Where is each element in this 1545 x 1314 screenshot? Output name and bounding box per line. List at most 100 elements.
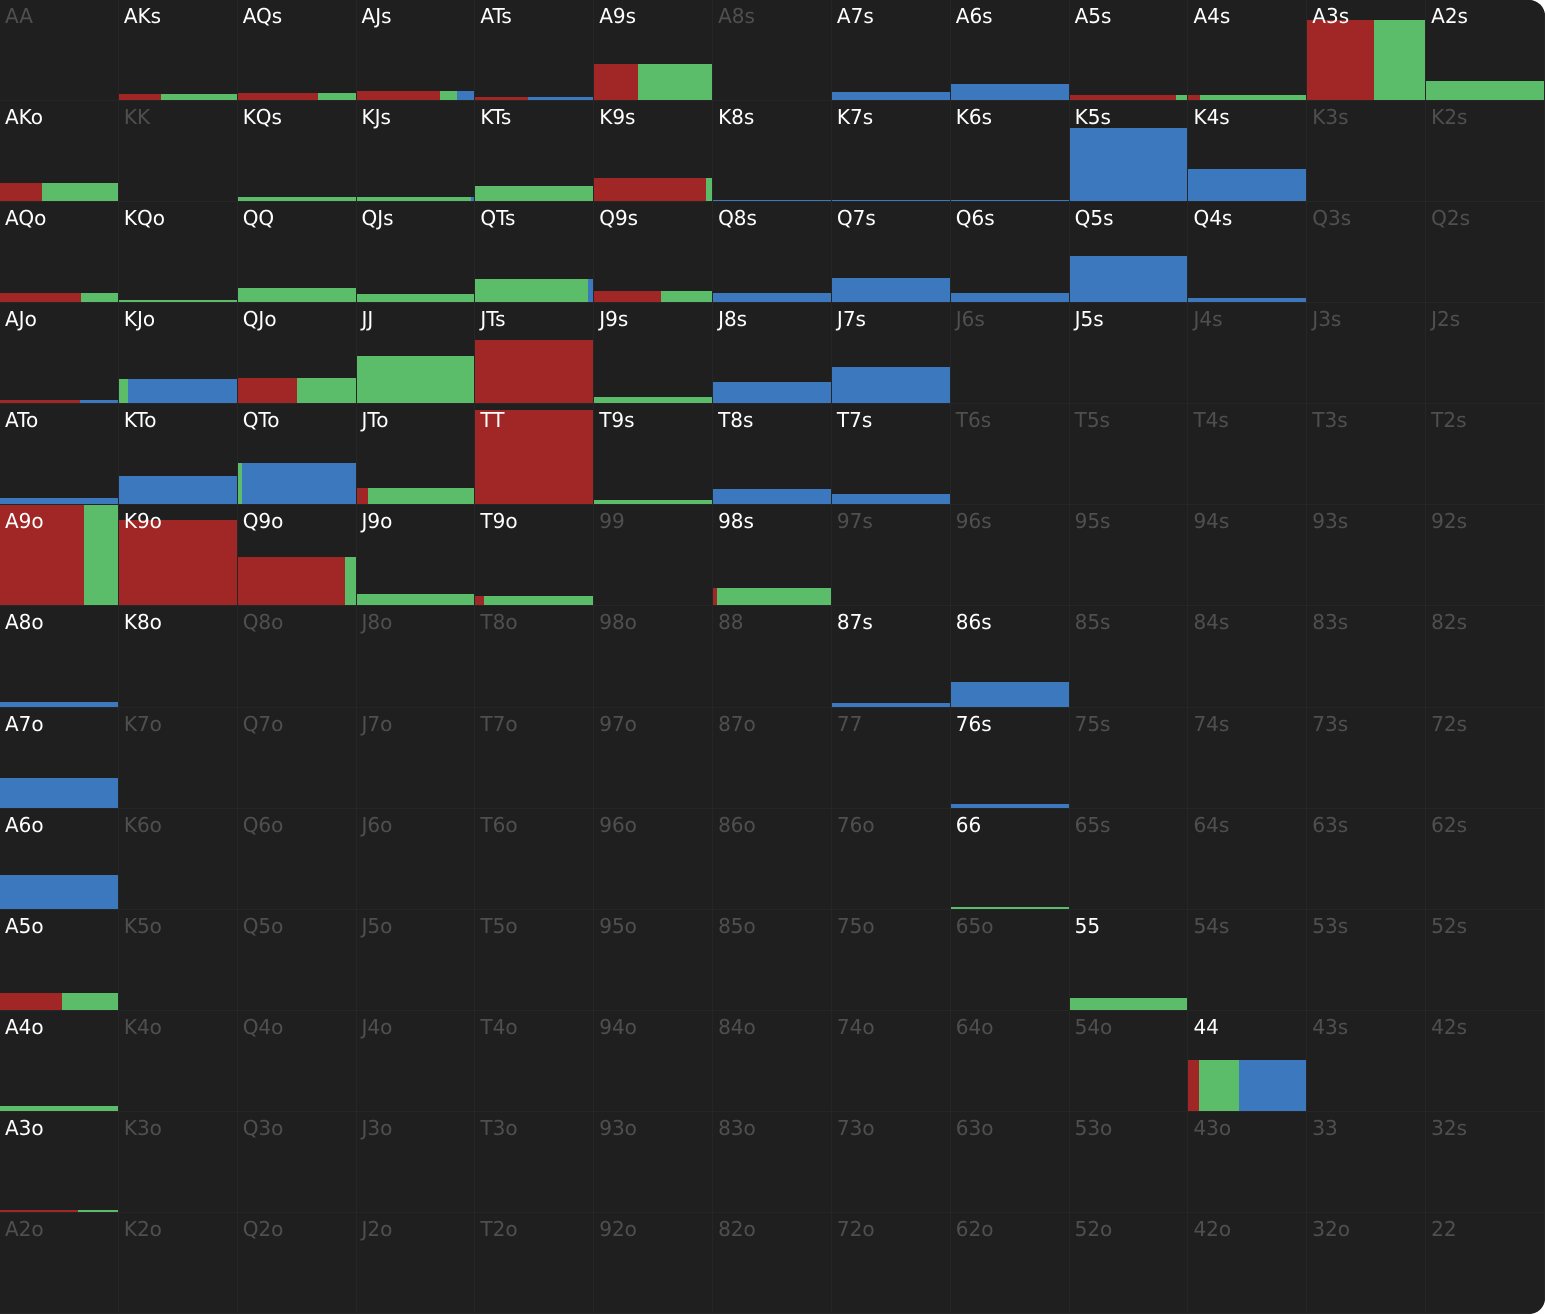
hand-cell-ato[interactable]: ATo xyxy=(0,404,119,506)
hand-cell-t6s[interactable]: T6s xyxy=(950,404,1070,506)
hand-cell-t7o[interactable]: T7o xyxy=(475,707,595,809)
hand-cell-j6s[interactable]: J6s xyxy=(950,303,1070,405)
hand-cell-j4o[interactable]: J4o xyxy=(356,1010,476,1112)
hand-cell-q9s[interactable]: Q9s xyxy=(594,202,714,304)
hand-cell-qto[interactable]: QTo xyxy=(237,404,357,506)
hand-cell-q8s[interactable]: Q8s xyxy=(713,202,832,304)
hand-cell-93s[interactable]: 93s xyxy=(1307,505,1427,607)
hand-cell-95o[interactable]: 95o xyxy=(594,909,714,1011)
hand-cell-97o[interactable]: 97o xyxy=(594,707,714,809)
hand-cell-43s[interactable]: 43s xyxy=(1307,1010,1427,1112)
hand-cell-83o[interactable]: 83o xyxy=(713,1111,832,1213)
hand-cell-t9o[interactable]: T9o xyxy=(475,505,595,607)
hand-cell-qjo[interactable]: QJo xyxy=(237,303,357,405)
hand-cell-q3o[interactable]: Q3o xyxy=(237,1111,357,1213)
hand-cell-j7s[interactable]: J7s xyxy=(831,303,951,405)
hand-cell-t3o[interactable]: T3o xyxy=(475,1111,595,1213)
hand-cell-a3o[interactable]: A3o xyxy=(0,1111,119,1213)
hand-cell-q8o[interactable]: Q8o xyxy=(237,606,357,708)
hand-cell-52o[interactable]: 52o xyxy=(1069,1212,1189,1314)
hand-cell-87o[interactable]: 87o xyxy=(713,707,832,809)
hand-cell-q3s[interactable]: Q3s xyxy=(1307,202,1427,304)
hand-cell-94o[interactable]: 94o xyxy=(594,1010,714,1112)
hand-cell-22[interactable]: 22 xyxy=(1426,1212,1545,1314)
hand-cell-98o[interactable]: 98o xyxy=(594,606,714,708)
hand-cell-32s[interactable]: 32s xyxy=(1426,1111,1545,1213)
hand-cell-j2s[interactable]: J2s xyxy=(1426,303,1545,405)
hand-cell-jto[interactable]: JTo xyxy=(356,404,476,506)
hand-cell-t8s[interactable]: T8s xyxy=(713,404,832,506)
hand-cell-74s[interactable]: 74s xyxy=(1188,707,1308,809)
hand-cell-aqs[interactable]: AQs xyxy=(237,0,357,102)
hand-cell-k2s[interactable]: K2s xyxy=(1426,101,1545,203)
hand-cell-62o[interactable]: 62o xyxy=(950,1212,1070,1314)
hand-cell-a7o[interactable]: A7o xyxy=(0,707,119,809)
hand-cell-k4s[interactable]: K4s xyxy=(1188,101,1308,203)
hand-cell-96s[interactable]: 96s xyxy=(950,505,1070,607)
hand-cell-t2s[interactable]: T2s xyxy=(1426,404,1545,506)
hand-cell-72o[interactable]: 72o xyxy=(831,1212,951,1314)
hand-cell-84s[interactable]: 84s xyxy=(1188,606,1308,708)
hand-cell-q2o[interactable]: Q2o xyxy=(237,1212,357,1314)
hand-cell-t6o[interactable]: T6o xyxy=(475,808,595,910)
hand-cell-86o[interactable]: 86o xyxy=(713,808,832,910)
hand-cell-98s[interactable]: 98s xyxy=(713,505,832,607)
hand-cell-a8s[interactable]: A8s xyxy=(713,0,832,102)
hand-cell-a7s[interactable]: A7s xyxy=(831,0,951,102)
hand-cell-65s[interactable]: 65s xyxy=(1069,808,1189,910)
hand-cell-q5s[interactable]: Q5s xyxy=(1069,202,1189,304)
hand-cell-q2s[interactable]: Q2s xyxy=(1426,202,1545,304)
hand-cell-kqs[interactable]: KQs xyxy=(237,101,357,203)
hand-cell-a8o[interactable]: A8o xyxy=(0,606,119,708)
hand-cell-54s[interactable]: 54s xyxy=(1188,909,1308,1011)
hand-cell-k8o[interactable]: K8o xyxy=(118,606,238,708)
hand-cell-63s[interactable]: 63s xyxy=(1307,808,1427,910)
hand-cell-a6o[interactable]: A6o xyxy=(0,808,119,910)
hand-cell-95s[interactable]: 95s xyxy=(1069,505,1189,607)
hand-cell-j2o[interactable]: J2o xyxy=(356,1212,476,1314)
hand-cell-77[interactable]: 77 xyxy=(831,707,951,809)
hand-cell-44[interactable]: 44 xyxy=(1188,1010,1308,1112)
hand-cell-k8s[interactable]: K8s xyxy=(713,101,832,203)
hand-cell-94s[interactable]: 94s xyxy=(1188,505,1308,607)
hand-cell-a5o[interactable]: A5o xyxy=(0,909,119,1011)
hand-cell-q4s[interactable]: Q4s xyxy=(1188,202,1308,304)
hand-cell-t3s[interactable]: T3s xyxy=(1307,404,1427,506)
hand-cell-q5o[interactable]: Q5o xyxy=(237,909,357,1011)
hand-cell-53o[interactable]: 53o xyxy=(1069,1111,1189,1213)
hand-cell-97s[interactable]: 97s xyxy=(831,505,951,607)
hand-cell-53s[interactable]: 53s xyxy=(1307,909,1427,1011)
hand-cell-ako[interactable]: AKo xyxy=(0,101,119,203)
hand-cell-j4s[interactable]: J4s xyxy=(1188,303,1308,405)
hand-cell-aks[interactable]: AKs xyxy=(118,0,238,102)
hand-cell-99[interactable]: 99 xyxy=(594,505,714,607)
hand-cell-kk[interactable]: KK xyxy=(118,101,238,203)
hand-cell-t5s[interactable]: T5s xyxy=(1069,404,1189,506)
hand-cell-aqo[interactable]: AQo xyxy=(0,202,119,304)
hand-cell-t9s[interactable]: T9s xyxy=(594,404,714,506)
hand-cell-j7o[interactable]: J7o xyxy=(356,707,476,809)
hand-cell-tt[interactable]: TT xyxy=(475,404,595,506)
hand-cell-j8o[interactable]: J8o xyxy=(356,606,476,708)
hand-cell-65o[interactable]: 65o xyxy=(950,909,1070,1011)
hand-cell-kjo[interactable]: KJo xyxy=(118,303,238,405)
hand-cell-43o[interactable]: 43o xyxy=(1188,1111,1308,1213)
hand-cell-j6o[interactable]: J6o xyxy=(356,808,476,910)
hand-cell-k7s[interactable]: K7s xyxy=(831,101,951,203)
hand-cell-a3s[interactable]: A3s xyxy=(1307,0,1427,102)
hand-cell-96o[interactable]: 96o xyxy=(594,808,714,910)
hand-cell-33[interactable]: 33 xyxy=(1307,1111,1427,1213)
hand-cell-kto[interactable]: KTo xyxy=(118,404,238,506)
hand-cell-92o[interactable]: 92o xyxy=(594,1212,714,1314)
hand-cell-82o[interactable]: 82o xyxy=(713,1212,832,1314)
hand-cell-k9s[interactable]: K9s xyxy=(594,101,714,203)
hand-cell-k6o[interactable]: K6o xyxy=(118,808,238,910)
hand-cell-92s[interactable]: 92s xyxy=(1426,505,1545,607)
hand-cell-ats[interactable]: ATs xyxy=(475,0,595,102)
hand-cell-k2o[interactable]: K2o xyxy=(118,1212,238,1314)
hand-cell-k9o[interactable]: K9o xyxy=(118,505,238,607)
hand-cell-j9o[interactable]: J9o xyxy=(356,505,476,607)
hand-cell-a5s[interactable]: A5s xyxy=(1069,0,1189,102)
hand-cell-kjs[interactable]: KJs xyxy=(356,101,476,203)
hand-cell-jts[interactable]: JTs xyxy=(475,303,595,405)
